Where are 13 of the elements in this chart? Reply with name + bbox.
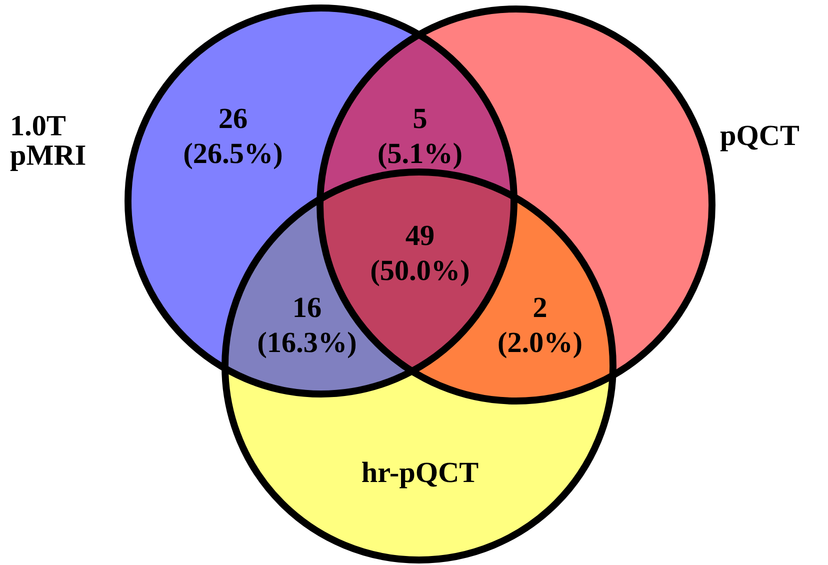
data-label: 16 [294, 298, 321, 318]
data-label: 49 [406, 226, 434, 246]
text: pQCT [720, 126, 799, 152]
text: (50.0%) [371, 260, 469, 286]
text: (26.5%) [184, 142, 282, 170]
text: (5.1%) [378, 142, 462, 170]
text: 1.0T pMRI [10, 116, 86, 171]
data-label: 2 [534, 298, 546, 318]
text: hr-pQCT [362, 462, 478, 488]
text: (16.3%) [258, 332, 356, 358]
text: (2.0%) [498, 332, 582, 358]
data-label: 26 [220, 108, 247, 128]
data-label: 5 [414, 108, 426, 128]
